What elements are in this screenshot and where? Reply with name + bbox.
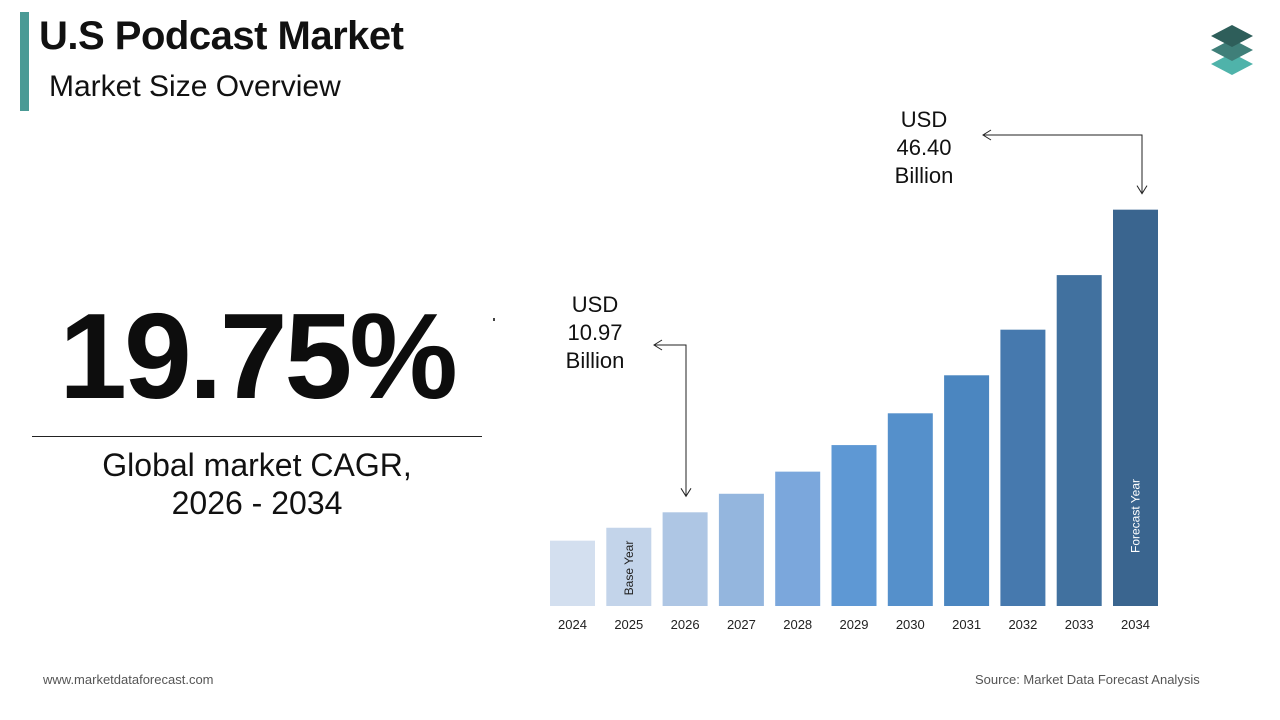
callout-arrowhead-left-2026 <box>653 339 663 351</box>
callout-2034-line2: 46.40 <box>896 135 951 160</box>
bar-2033 <box>1056 275 1102 606</box>
cagr-caption-line1: Global market CAGR, <box>102 447 412 483</box>
x-tick-label-2032: 2032 <box>1008 617 1037 632</box>
decorative-dot <box>493 318 495 321</box>
bar-2029 <box>831 445 877 606</box>
x-tick-label-2024: 2024 <box>558 617 587 632</box>
bar-2026 <box>662 512 708 606</box>
callout-arrowhead-left-2034 <box>982 129 992 141</box>
x-tick-label-2027: 2027 <box>727 617 756 632</box>
logo-layer-top <box>1211 25 1253 47</box>
bar-2024 <box>550 540 595 606</box>
callout-2026-line3: Billion <box>566 348 625 373</box>
x-tick-label-2025: 2025 <box>614 617 643 632</box>
bar-note-2025: Base Year <box>622 541 636 596</box>
bar-2025 <box>606 527 652 606</box>
bar-2034 <box>1113 209 1158 606</box>
x-tick-label-2029: 2029 <box>840 617 869 632</box>
x-tick-label-2028: 2028 <box>783 617 812 632</box>
callout-2026-line1: USD <box>572 292 618 317</box>
brand-logo-icon <box>1211 25 1253 75</box>
footer-source: Source: Market Data Forecast Analysis <box>975 672 1200 687</box>
cagr-caption: Global market CAGR, 2026 - 2034 <box>32 446 482 522</box>
callout-2034-line1: USD <box>901 107 947 132</box>
cagr-caption-line2: 2026 - 2034 <box>171 485 343 521</box>
callout-2034-line3: Billion <box>895 163 954 188</box>
callout-2026-line2: 10.97 <box>567 320 622 345</box>
x-tick-label-2034: 2034 <box>1121 617 1150 632</box>
bar-2028 <box>775 471 821 606</box>
title-accent-bar <box>20 12 29 111</box>
callout-connector-2026 <box>654 344 687 497</box>
x-tick-label-2031: 2031 <box>952 617 981 632</box>
bar-2027 <box>718 493 764 606</box>
x-tick-label-2030: 2030 <box>896 617 925 632</box>
logo-layer-bottom <box>1211 53 1253 75</box>
bar-2031 <box>944 375 990 606</box>
callout-arrowhead-down-2026 <box>680 488 692 498</box>
x-tick-label-2033: 2033 <box>1065 617 1094 632</box>
callout-connector-2034 <box>983 134 1143 194</box>
cagr-value: 19.75% <box>59 288 458 424</box>
x-tick-label-2026: 2026 <box>671 617 700 632</box>
cagr-divider <box>32 436 482 437</box>
bar-note-2034: Forecast Year <box>1129 479 1143 553</box>
bar-2030 <box>887 413 933 606</box>
logo-layer-middle <box>1211 39 1253 61</box>
page-subtitle: Market Size Overview <box>49 70 341 103</box>
bar-2032 <box>1000 329 1046 606</box>
page-title: U.S Podcast Market <box>39 14 404 58</box>
callout-arrowhead-down-2034 <box>1136 185 1148 195</box>
footer-website: www.marketdataforecast.com <box>43 672 214 687</box>
